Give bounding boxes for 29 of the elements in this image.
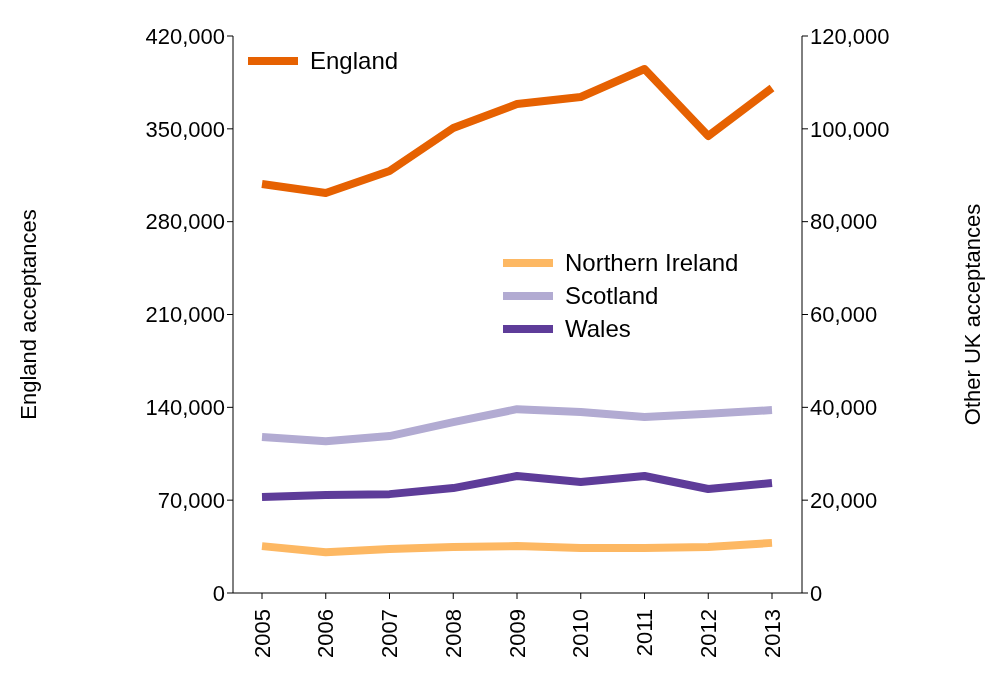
y-tick-label: 210,000 <box>145 302 225 328</box>
y2-tick-label: 80,000 <box>810 209 878 235</box>
y2-tick-label: 120,000 <box>810 23 890 49</box>
y-tick-label: 280,000 <box>145 209 225 235</box>
y2-tick-label: 0 <box>810 580 823 606</box>
x-tick-label: 2006 <box>313 609 339 658</box>
x-tick-label: 2007 <box>377 609 402 658</box>
legend-label: Scotland <box>565 281 659 310</box>
legend-label: Wales <box>565 314 631 343</box>
y2-tick-label: 40,000 <box>810 395 878 421</box>
x-tick-label: 2013 <box>759 609 785 658</box>
x-tick-label: 2009 <box>504 609 530 658</box>
legend-label: Northern Ireland <box>565 248 739 277</box>
y-tick-label: 140,000 <box>145 395 225 421</box>
y2-tick-label: 60,000 <box>810 302 878 328</box>
y-tick-label: 350,000 <box>145 116 225 142</box>
y-tick-label: 0 <box>212 580 225 606</box>
y2-axis-title: Other UK acceptances <box>959 203 985 426</box>
legend-label: England <box>310 46 399 75</box>
x-tick-label: 2005 <box>249 609 275 658</box>
x-tick-label: 2012 <box>695 609 721 658</box>
x-tick-label: 2010 <box>568 609 594 658</box>
y-tick-label: 420,000 <box>145 23 225 49</box>
y-tick-label: 70,000 <box>157 487 225 513</box>
y2-tick-label: 100,000 <box>810 116 890 142</box>
x-tick-label: 2011 <box>632 609 657 657</box>
y2-tick-label: 20,000 <box>810 487 878 513</box>
x-tick-label: 2008 <box>440 609 466 658</box>
y-axis-title: England acceptances <box>15 209 41 420</box>
